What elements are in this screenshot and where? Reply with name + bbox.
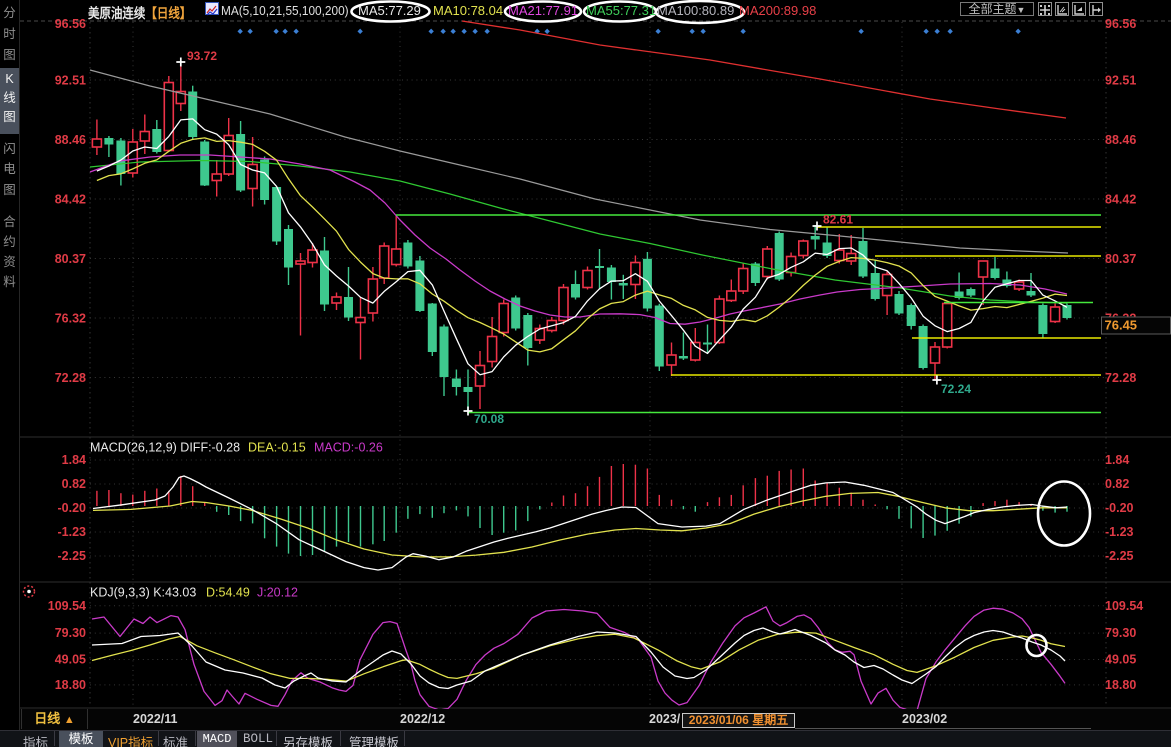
svg-text:88.46: 88.46	[55, 133, 86, 147]
svg-text:109.54: 109.54	[48, 599, 86, 613]
svg-text:76.32: 76.32	[55, 311, 86, 325]
svg-text:KDJ(9,3,3) K:43.03: KDJ(9,3,3) K:43.03	[90, 586, 196, 600]
svg-text:79.30: 79.30	[1105, 626, 1136, 640]
svg-text:76.45: 76.45	[1105, 318, 1138, 333]
svg-text:0.82: 0.82	[62, 477, 86, 491]
svg-text:84.42: 84.42	[55, 192, 86, 206]
svg-text:MACD:-0.26: MACD:-0.26	[314, 441, 383, 455]
svg-text:80.37: 80.37	[55, 252, 86, 266]
svg-text:-2.25: -2.25	[1105, 549, 1134, 563]
svg-text:72.28: 72.28	[55, 371, 86, 385]
svg-text:MACD(26,12,9) DIFF:-0.28: MACD(26,12,9) DIFF:-0.28	[90, 441, 240, 455]
svg-text:1.84: 1.84	[1105, 453, 1129, 467]
svg-text:0.82: 0.82	[1105, 477, 1129, 491]
svg-text:79.30: 79.30	[55, 626, 86, 640]
svg-text:DEA:-0.15: DEA:-0.15	[248, 441, 306, 455]
svg-text:88.46: 88.46	[1105, 133, 1136, 147]
svg-text:18.80: 18.80	[55, 678, 86, 692]
svg-text:J:20.12: J:20.12	[257, 586, 298, 600]
svg-text:-1.23: -1.23	[1105, 525, 1134, 539]
svg-text:-2.25: -2.25	[58, 549, 87, 563]
svg-text:93.72: 93.72	[187, 49, 217, 63]
svg-text:49.05: 49.05	[55, 653, 86, 667]
svg-text:84.42: 84.42	[1105, 192, 1136, 206]
svg-text:70.08: 70.08	[474, 412, 504, 426]
svg-text:80.37: 80.37	[1105, 252, 1136, 266]
svg-text:109.54: 109.54	[1105, 599, 1143, 613]
svg-text:D:54.49: D:54.49	[206, 586, 250, 600]
svg-text:-0.20: -0.20	[58, 501, 87, 515]
svg-text:92.51: 92.51	[1105, 73, 1136, 87]
svg-text:82.61: 82.61	[823, 213, 853, 227]
svg-text:92.51: 92.51	[55, 73, 86, 87]
svg-text:96.56: 96.56	[55, 17, 86, 31]
svg-text:72.28: 72.28	[1105, 371, 1136, 385]
svg-text:49.05: 49.05	[1105, 653, 1136, 667]
svg-text:72.24: 72.24	[941, 382, 971, 396]
svg-text:18.80: 18.80	[1105, 678, 1136, 692]
svg-text:-1.23: -1.23	[58, 525, 87, 539]
svg-text:1.84: 1.84	[62, 453, 86, 467]
svg-text:-0.20: -0.20	[1105, 501, 1134, 515]
svg-text:96.56: 96.56	[1105, 17, 1136, 31]
